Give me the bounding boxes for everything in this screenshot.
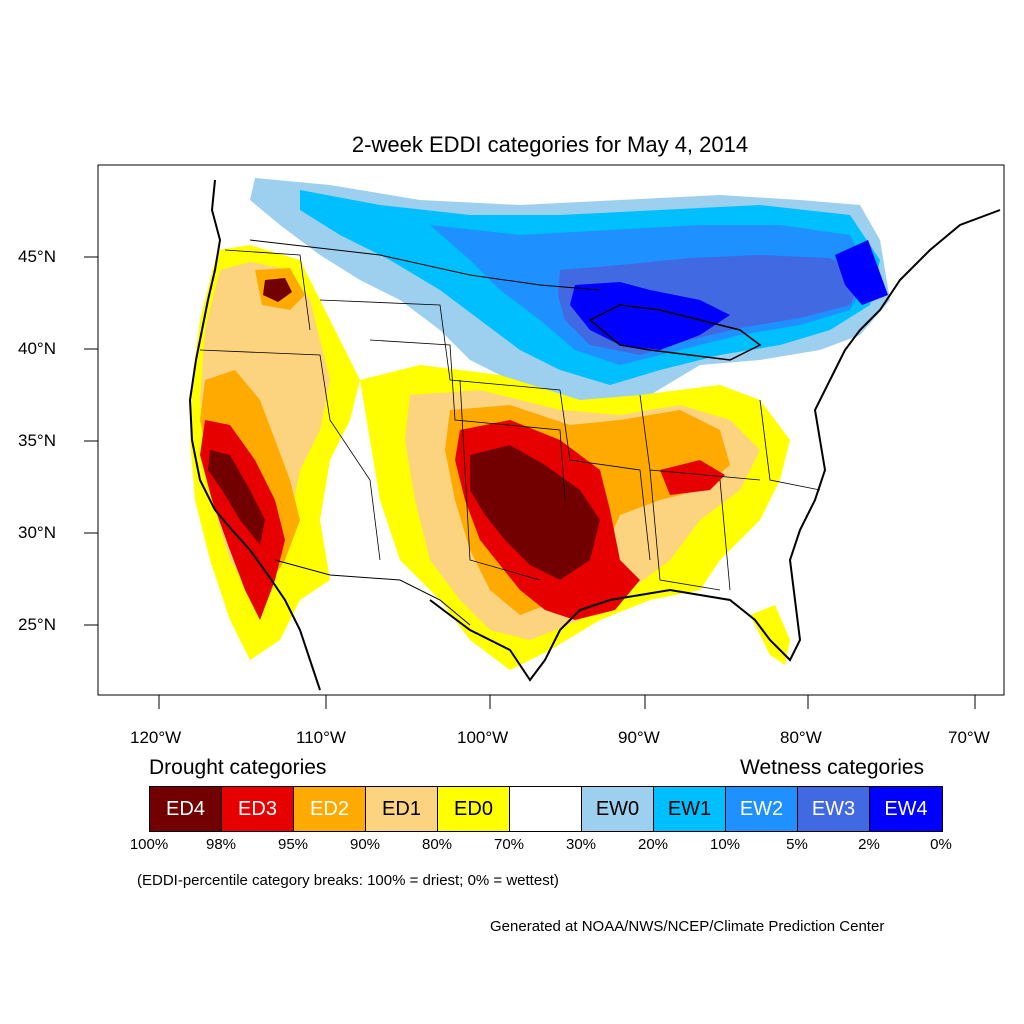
lon-label-70w: 70°W <box>948 728 990 747</box>
credit-line: Generated at NOAA/NWS/NCEP/Climate Predi… <box>490 918 885 935</box>
lat-label-45: 45°N <box>18 247 56 266</box>
legend-box-ew4: EW4 <box>870 787 942 831</box>
legend-box-ed2: ED2 <box>294 787 366 831</box>
legend-box-ew3: EW3 <box>798 787 870 831</box>
category-note: (EDDI-percentile category breaks: 100% =… <box>137 872 559 889</box>
legend-box-ew2: EW2 <box>726 787 798 831</box>
percentile-label: 30% <box>565 836 597 853</box>
drought-heading: Drought categories <box>149 756 327 779</box>
legend-box-ed4: ED4 <box>150 787 222 831</box>
percentile-label: 90% <box>349 836 381 853</box>
map-title: 2-week EDDI categories for May 4, 2014 <box>351 132 749 157</box>
percentile-label: 95% <box>277 836 309 853</box>
region-ed4-plains <box>470 445 600 580</box>
mexico-border <box>274 559 471 626</box>
lon-label-110w: 110°W <box>296 728 346 747</box>
legend-box-ed1: ED1 <box>366 787 438 831</box>
legend-box-ew0: EW0 <box>582 787 654 831</box>
region-ed4-oregon <box>263 278 292 302</box>
legend-box-ew1: EW1 <box>654 787 726 831</box>
percentile-label: 80% <box>421 836 453 853</box>
legend-color-bar: ED4 ED3 ED2 ED1 ED0 EW0 EW1 EW2 EW3 EW4 <box>149 786 943 832</box>
percentile-label: 5% <box>786 836 808 853</box>
lat-label-40: 40°N <box>18 339 56 358</box>
percentile-label: 20% <box>637 836 669 853</box>
lon-label-100w: 100°W <box>457 728 509 747</box>
lat-label-25: 25°N <box>18 615 56 634</box>
legend-box-ed0: ED0 <box>438 787 510 831</box>
lat-label-35: 35°N <box>18 431 56 450</box>
legend-box-neutral <box>510 787 582 831</box>
lat-gridline-ticks <box>84 256 98 626</box>
region-ew4-northeast <box>835 240 888 305</box>
percentile-label: 100% <box>129 836 169 853</box>
percentile-label: 0% <box>930 836 952 853</box>
west-coastline <box>188 179 321 691</box>
percentile-label: 98% <box>205 836 237 853</box>
lat-label-30: 30°N <box>18 523 56 542</box>
gulf-coastline <box>429 209 1001 682</box>
lon-label-80w: 80°W <box>780 728 822 747</box>
wetness-heading: Wetness categories <box>740 756 925 779</box>
region-ed4-west <box>208 450 265 545</box>
category-regions <box>190 178 890 670</box>
percentile-label: 2% <box>858 836 880 853</box>
canada-border <box>249 239 601 291</box>
coastlines-and-borders <box>188 179 1001 691</box>
legend-box-ed3: ED3 <box>222 787 294 831</box>
region-ew4-greatlakes <box>570 282 730 350</box>
percentile-label: 10% <box>709 836 741 853</box>
region-ed3-ohio <box>660 460 725 495</box>
state-borders <box>199 249 821 591</box>
percentile-label: 70% <box>493 836 525 853</box>
lon-label-120w: 120°W <box>130 728 182 747</box>
lon-gridline-ticks <box>158 695 976 709</box>
lon-label-90w: 90°W <box>618 728 660 747</box>
great-lakes-outline <box>588 304 762 361</box>
